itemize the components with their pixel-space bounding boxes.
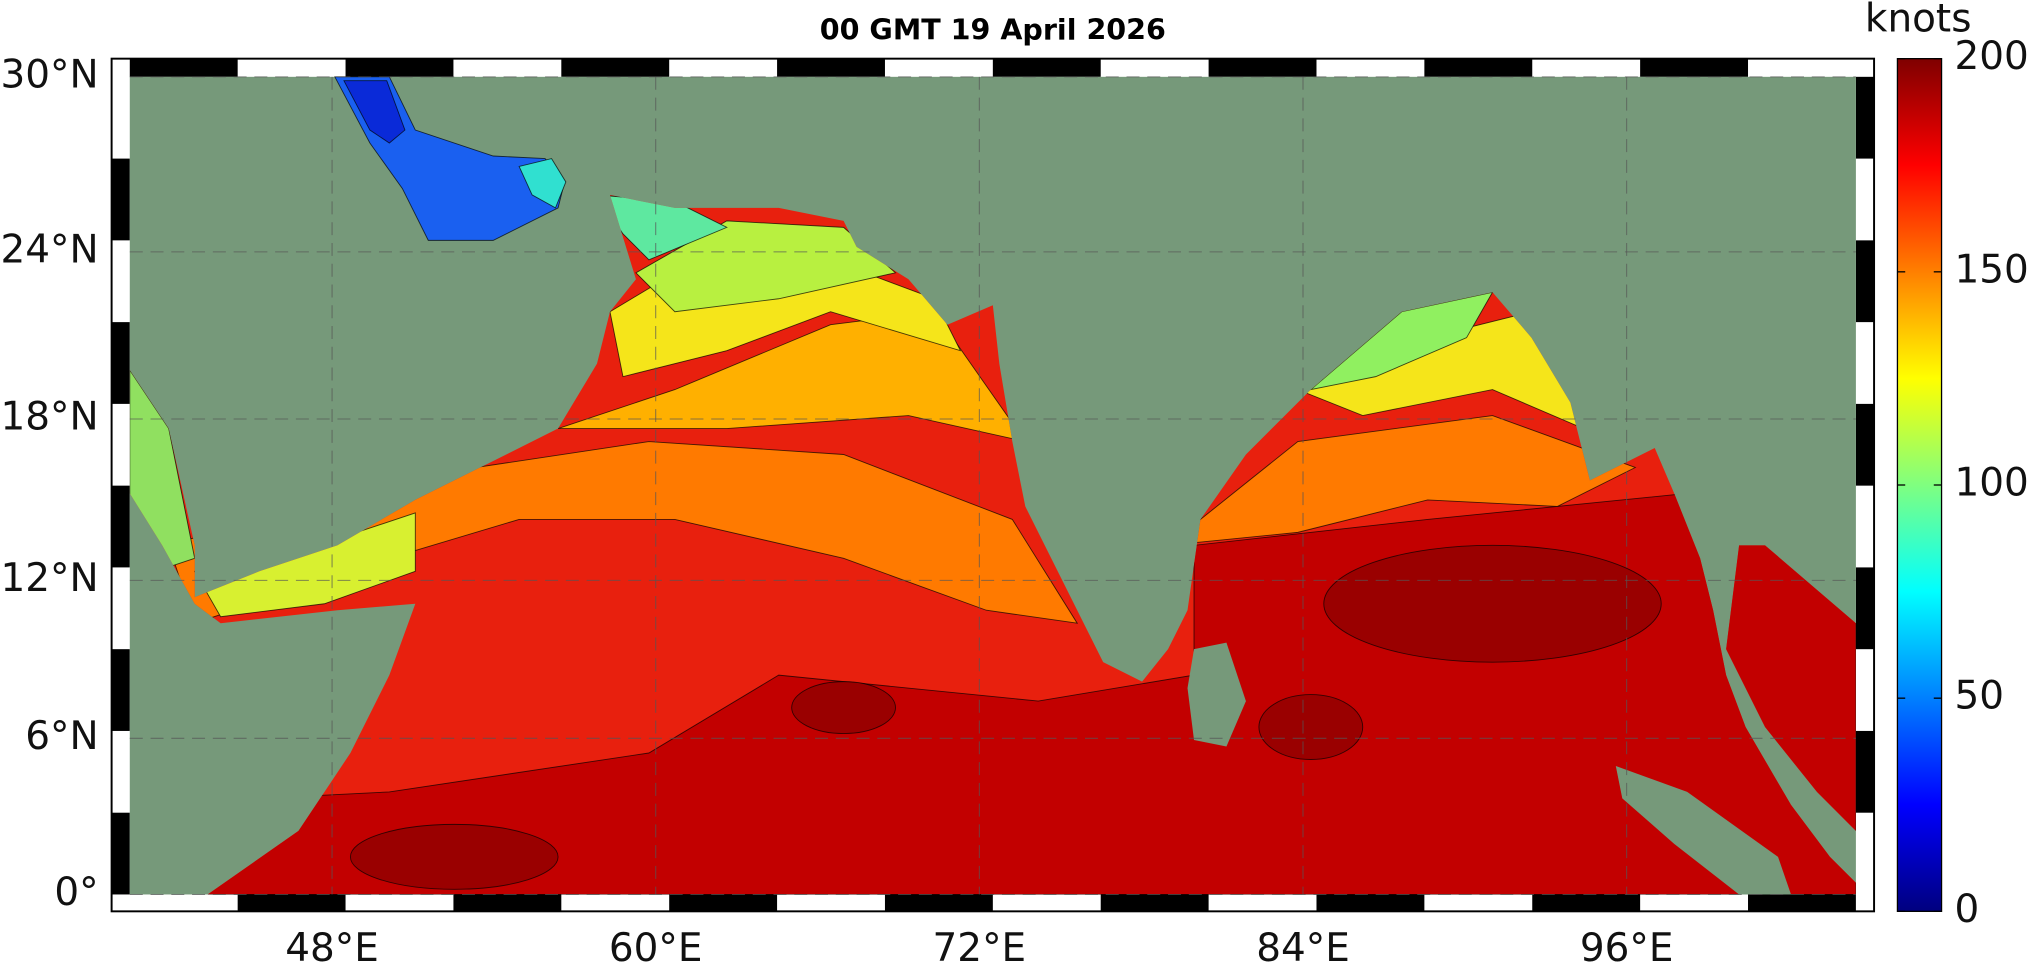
- wind-band: [1323, 544, 1662, 663]
- colorbar-tick-label: 150: [1955, 247, 2029, 292]
- frame-stripe: [1316, 894, 1425, 912]
- frame-stripe: [1424, 58, 1533, 77]
- lon-tick-label: 72°E: [933, 926, 1027, 970]
- colorbar-tick-label: 100: [1955, 461, 2029, 506]
- frame-stripe: [129, 58, 238, 77]
- lat-tick-label: 24°N: [1, 227, 99, 272]
- lat-tick-label: 30°N: [1, 52, 99, 97]
- frame-stripe: [669, 894, 778, 912]
- lat-tick-label: 0°: [54, 870, 98, 915]
- lat-tick-label: 6°N: [25, 714, 98, 759]
- frame-stripe: [777, 58, 885, 77]
- frame-stripe: [561, 58, 670, 77]
- wind-band: [349, 823, 559, 890]
- wind-band: [1258, 694, 1364, 760]
- frame-stripes: [111, 58, 1875, 912]
- frame-stripe: [1855, 403, 1875, 486]
- graticule: [129, 76, 1856, 895]
- frame-stripe: [992, 58, 1101, 77]
- map-title: 00 GMT 19 April 2026: [820, 12, 1166, 46]
- frame-stripe: [1855, 240, 1875, 323]
- colorbar-label: knots: [1865, 0, 1972, 42]
- frame-stripe: [1100, 894, 1209, 912]
- frame-stripe: [237, 894, 346, 912]
- frame-stripe: [111, 158, 130, 241]
- frame-stripe: [1855, 730, 1875, 813]
- lat-tick-label: 12°N: [1, 556, 99, 601]
- frame-stripe: [345, 58, 454, 77]
- frame-stripe: [1748, 894, 1856, 912]
- lon-tick-label: 84°E: [1256, 926, 1350, 970]
- colorbar-tick-label: 0: [1955, 887, 1980, 932]
- frame-stripe: [111, 485, 130, 568]
- land: [1187, 642, 1246, 747]
- wind-band: [518, 158, 567, 209]
- wind-band: [343, 80, 406, 144]
- lat-tick-label: 18°N: [1, 394, 99, 439]
- frame-stripe: [453, 894, 562, 912]
- wind-band: [635, 220, 897, 313]
- colorbar-tick-label: 50: [1955, 674, 2005, 719]
- wind-field: [129, 194, 1856, 895]
- frame-stripe: [111, 812, 130, 895]
- frame-stripe: [1640, 58, 1749, 77]
- lon-tick-label: 96°E: [1580, 926, 1674, 970]
- lon-tick-label: 60°E: [609, 926, 703, 970]
- frame-stripe: [1208, 58, 1317, 77]
- frame-stripe: [111, 322, 130, 404]
- frame-stripe: [1855, 567, 1875, 650]
- lon-tick-label: 48°E: [285, 926, 379, 970]
- frame-stripe: [884, 894, 993, 912]
- colorbar-tick-label: 200: [1955, 34, 2029, 79]
- frame-stripe: [1532, 894, 1641, 912]
- frame-stripe: [111, 649, 130, 731]
- wind-band: [1166, 415, 1637, 546]
- land: [1615, 765, 1792, 895]
- frame-stripe: [1855, 76, 1875, 159]
- wind-band: [791, 681, 896, 734]
